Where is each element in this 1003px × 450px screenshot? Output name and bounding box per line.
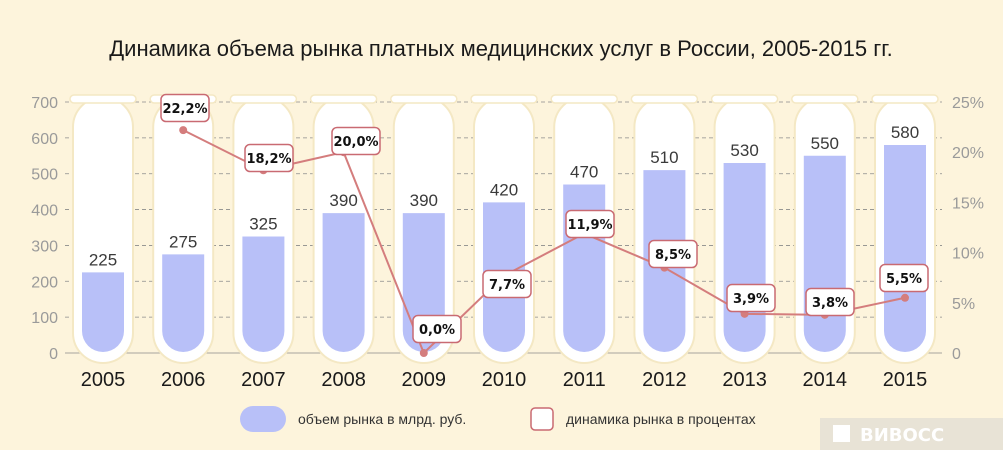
bar-value-label: 390 — [329, 191, 357, 210]
left-tick-label: 700 — [31, 95, 58, 112]
line-value-label: 3,9% — [733, 292, 769, 307]
bar-value-label: 420 — [490, 180, 518, 199]
watermark: ВИВОСС — [820, 418, 1003, 450]
bar — [803, 155, 846, 353]
bar-value-label: 390 — [410, 191, 438, 210]
line-point — [179, 126, 188, 135]
line-value-labels: 22,2% 18,2% 20,0% 0,0% 7,7% 11,9% 8,5% 3,9% 3,8%… — [160, 93, 929, 344]
tube-rim — [871, 94, 939, 104]
bar-value-label: 580 — [891, 123, 919, 142]
line-label-box — [482, 269, 532, 299]
x-tick-label: 2007 — [241, 369, 286, 391]
bar — [563, 184, 606, 353]
watermark-background — [820, 418, 1003, 450]
bar — [82, 272, 124, 352]
x-tick-label: 2015 — [883, 369, 928, 391]
line-value-label: 20,0% — [333, 135, 378, 150]
legend-label-line: динамика рынка в процентах — [566, 411, 756, 427]
line-label-box — [565, 209, 615, 239]
x-axis-labels: 2005 2006 2007 2008 2009 2010 2011 2012 2013 2014… — [81, 369, 928, 391]
left-axis: 0 100 200 300 400 500 600 700 — [31, 95, 58, 363]
tube-rim — [470, 94, 538, 104]
line-value-label: 3,8% — [812, 296, 848, 311]
legend-swatch-bars — [240, 406, 286, 432]
line-label-box — [160, 93, 210, 123]
x-tick-label: 2013 — [722, 369, 767, 391]
left-tick-label: 500 — [31, 167, 58, 184]
left-tick-label: 400 — [31, 203, 58, 220]
bar — [242, 236, 285, 353]
x-tick-label: 2014 — [803, 369, 848, 391]
legend-item-bars: объем рынка в млрд. руб. — [240, 406, 466, 432]
bar — [723, 162, 766, 353]
line-value-label: 0,0% — [419, 323, 455, 338]
right-axis: 0 5% 10% 15% 20% 25% — [952, 95, 984, 363]
watermark-logo-icon — [833, 425, 850, 442]
line-value-label: 22,2% — [162, 102, 207, 117]
x-tick-label: 2008 — [321, 369, 366, 391]
bar-value-label: 275 — [169, 232, 197, 251]
watermark-text: ВИВОСС — [860, 425, 944, 446]
x-tick-label: 2010 — [482, 369, 527, 391]
bar — [322, 213, 365, 353]
x-tick-label: 2005 — [81, 369, 126, 391]
bar-value-label: 530 — [730, 141, 758, 160]
tube-rim — [630, 94, 699, 104]
bar — [162, 254, 205, 352]
tube-rim — [229, 94, 298, 104]
right-tick-label: 5% — [952, 296, 975, 313]
bar-value-label: 325 — [249, 214, 277, 233]
bar — [884, 145, 926, 352]
tube-rim — [390, 94, 458, 104]
x-tick-label: 2011 — [563, 369, 606, 391]
bar-value-label: 550 — [811, 134, 839, 153]
line-label-box — [244, 143, 294, 173]
right-tick-label: 15% — [952, 195, 984, 212]
legend: объем рынка в млрд. руб. динамика рынка … — [240, 406, 756, 432]
line-label-box — [412, 314, 462, 344]
legend-item-line: динамика рынка в процентах — [530, 407, 756, 431]
left-tick-label: 0 — [49, 346, 58, 363]
left-tick-label: 200 — [31, 274, 58, 291]
tube-rim — [710, 94, 779, 104]
bar-value-label: 225 — [89, 250, 117, 269]
line-value-label: 18,2% — [246, 152, 291, 167]
line-label-box — [805, 287, 855, 317]
x-tick-label: 2009 — [402, 369, 447, 391]
line-label-box — [331, 126, 381, 156]
right-tick-label: 20% — [952, 145, 984, 162]
bar-value-labels: 225 275 325 390 390 420 470 510 530 550 580 — [89, 123, 919, 269]
line-label-box — [726, 283, 776, 313]
line-value-label: 8,5% — [655, 248, 691, 263]
chart-title: Динамика объема рынка платных медицински… — [109, 36, 892, 61]
right-tick-label: 10% — [952, 246, 984, 263]
x-tick-label: 2012 — [642, 369, 687, 391]
x-tick-label: 2006 — [161, 369, 206, 391]
legend-swatch-line — [530, 407, 554, 431]
right-tick-label: 0 — [952, 346, 961, 363]
tube-rim — [69, 94, 137, 104]
line-value-label: 7,7% — [489, 278, 525, 293]
left-tick-label: 300 — [31, 238, 58, 255]
line-point — [901, 293, 909, 302]
legend-label-bars: объем рынка в млрд. руб. — [298, 411, 466, 427]
left-tick-label: 100 — [31, 310, 58, 327]
line-value-label: 11,9% — [567, 218, 612, 233]
line-label-box — [879, 263, 929, 293]
line-path — [182, 129, 906, 355]
right-tick-label: 25% — [952, 95, 984, 112]
line-label-box — [648, 239, 698, 269]
bar-value-label: 510 — [650, 148, 678, 167]
tube-rim — [309, 94, 378, 104]
tube-rim — [550, 94, 618, 104]
line-value-label: 5,5% — [886, 272, 922, 287]
bar-value-label: 470 — [570, 162, 598, 181]
left-tick-label: 600 — [31, 131, 58, 148]
line-point — [419, 349, 428, 357]
tube-rim — [791, 94, 859, 104]
